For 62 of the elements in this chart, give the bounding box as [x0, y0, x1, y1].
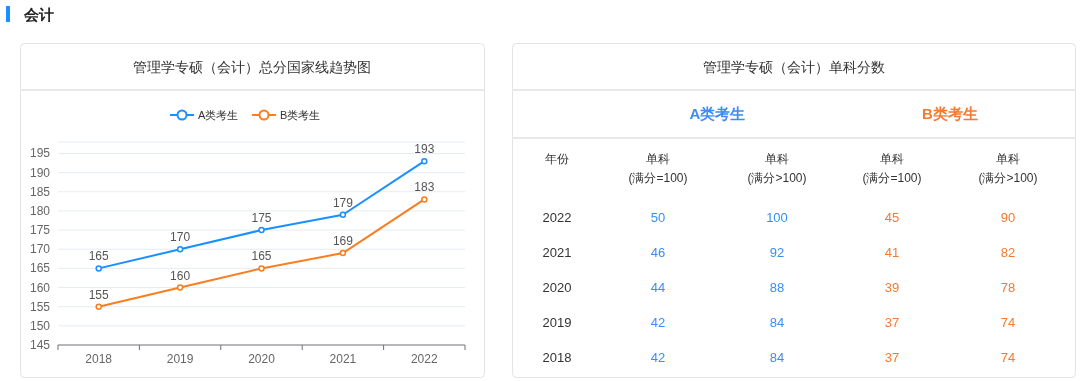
data-label: 100 [766, 210, 788, 225]
data-label: 165 [88, 249, 110, 264]
y-tick-label: 2021 [542, 245, 572, 260]
data-label: 37 [884, 350, 900, 365]
title: 管理学专硕（会计）总分国家线趋势图 [133, 59, 371, 75]
y-tick-label: 155 [29, 299, 51, 314]
data-label: 169 [332, 234, 354, 249]
x-tick-label: 2019 [166, 352, 194, 366]
x-tick-label: 2022 [410, 352, 438, 366]
data-label: 39 [884, 280, 900, 295]
y-axis-title: 年份 [545, 152, 569, 166]
y-tick-label: 190 [29, 165, 51, 180]
data-label: 41 [884, 245, 900, 260]
data-label: 84 [769, 315, 785, 330]
x-tick-label: 单科 (满分>100) [978, 152, 1038, 185]
data-label: 50 [650, 210, 666, 225]
y-tick-label: 185 [29, 184, 51, 199]
y-tick-label: 2020 [542, 280, 572, 295]
title: 管理学专硕（会计）单科分数 [702, 59, 885, 75]
data-label: 82 [1000, 245, 1016, 260]
data-label: 170 [170, 230, 191, 245]
y-tick-label: 150 [29, 318, 51, 333]
data-label: 160 [170, 268, 191, 283]
y-tick-label: 145 [29, 338, 51, 352]
data-label: 42 [650, 315, 666, 330]
x-tick-label: 单科 (满分=100) [628, 152, 688, 185]
legend-label: B类考生 [280, 109, 321, 121]
data-label: 88 [769, 280, 785, 295]
data-label: 92 [769, 245, 785, 260]
data-label: 46 [650, 245, 666, 260]
y-tick-label: 195 [29, 146, 51, 161]
data-label: 42 [650, 350, 666, 365]
data-label: 165 [251, 249, 272, 264]
y-tick-label: 180 [29, 203, 51, 218]
data-label: 44 [650, 280, 666, 295]
legend-label: A类考生 [198, 109, 239, 121]
x-tick-label: 2018 [85, 352, 113, 366]
y-tick-label: 2022 [542, 210, 572, 225]
data-label: 179 [332, 195, 354, 210]
y-tick-label: 175 [29, 223, 51, 238]
data-label: 183 [414, 180, 435, 195]
y-tick-label: 2019 [542, 315, 572, 330]
title: 会计 [24, 6, 54, 23]
text: B类考生 [922, 105, 978, 122]
x-tick-label: 单科 (满分>100) [747, 152, 807, 185]
x-tick-label: 2020 [248, 352, 276, 366]
data-label: 37 [884, 315, 900, 330]
data-label: 175 [251, 211, 272, 226]
text: A类考生 [689, 105, 746, 122]
data-label: 74 [1000, 315, 1016, 330]
x-tick-label: 2021 [329, 352, 357, 366]
x-tick-label: 单科 (满分=100) [862, 152, 922, 185]
data-label: 74 [1000, 350, 1016, 365]
data-label: 155 [88, 287, 110, 302]
y-tick-label: 160 [29, 280, 51, 295]
y-tick-label: 170 [29, 242, 51, 257]
y-tick-label: 165 [29, 261, 51, 276]
data-label: 90 [1000, 210, 1016, 225]
data-label: 78 [1000, 280, 1016, 295]
data-label: 45 [884, 210, 900, 225]
data-label: 84 [769, 350, 785, 365]
data-label: 193 [414, 142, 435, 157]
